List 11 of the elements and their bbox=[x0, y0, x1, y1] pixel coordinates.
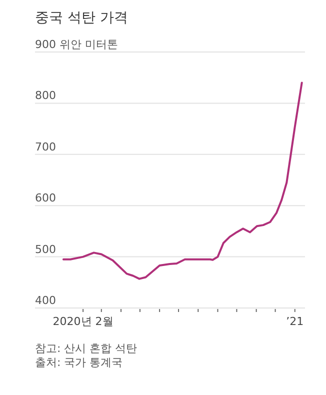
y-tick-label: 500 bbox=[35, 242, 56, 256]
y-tick-label: 700 bbox=[35, 140, 56, 154]
x-tick-label: ’21 bbox=[286, 315, 304, 328]
x-tick-label: 2020년 2월 bbox=[52, 315, 114, 328]
y-tick-label: 600 bbox=[35, 192, 56, 205]
y-tick-label: 400 bbox=[35, 294, 56, 307]
source-note: 출처: 국가 통계국 bbox=[35, 356, 123, 369]
y-tick-label: 800 bbox=[35, 89, 56, 102]
chart-title: 중국 석탄 가격 bbox=[35, 10, 128, 26]
y-tick-label: 900 위안 미터톤 bbox=[35, 38, 118, 51]
text: 참고: 산시 혼합 석탄 bbox=[35, 342, 138, 355]
